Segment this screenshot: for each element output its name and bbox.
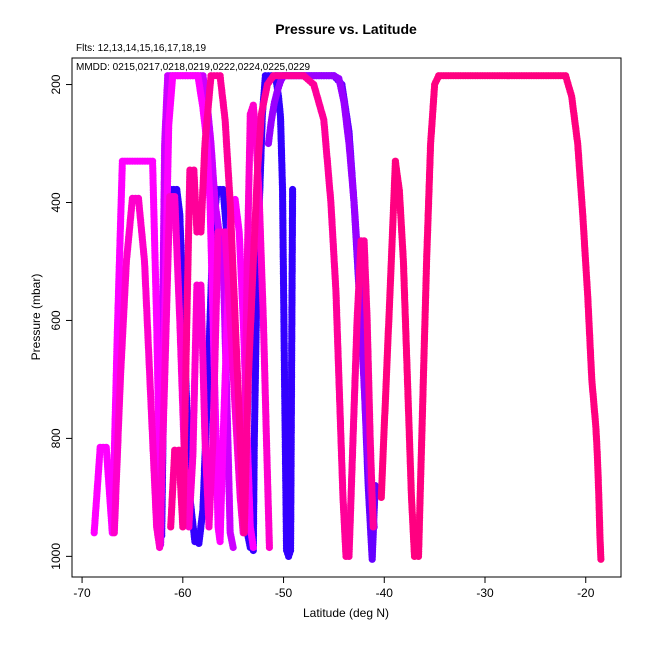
series-6 [110,101,273,552]
data-point [289,185,297,194]
flights-annotation: Flts: 12,13,14,15,16,17,18,19 [76,43,207,54]
dates-annotation: MMDD: 0215,0217,0218,0219,0222,0224,0225… [76,62,311,73]
series-layer [90,72,605,563]
data-point [265,543,273,552]
data-point [249,543,257,552]
chart-title: Pressure vs. Latitude [275,21,417,37]
data-point [229,543,237,552]
